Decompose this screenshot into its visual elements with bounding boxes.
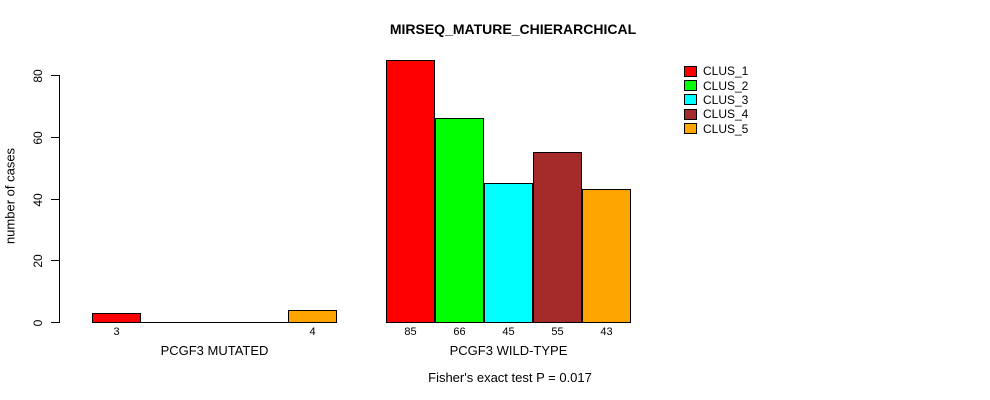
- y-axis-line: [59, 75, 60, 323]
- bar-value-label: 55: [551, 326, 564, 338]
- bar-clus_1: [92, 312, 141, 323]
- y-tick: [51, 137, 59, 138]
- bar-clus_3: [484, 183, 533, 323]
- bar-value-label: 66: [453, 326, 466, 338]
- legend-label: CLUS_3: [703, 92, 749, 107]
- bar-clus_5: [582, 189, 631, 323]
- legend-swatch-clus_2: [684, 80, 697, 92]
- y-tick-label: 40: [31, 192, 45, 207]
- y-tick: [51, 75, 59, 76]
- chart-title: MIRSEQ_MATURE_CHIERARCHICAL: [389, 21, 637, 37]
- y-tick-label: 60: [31, 130, 45, 145]
- legend-swatch-clus_5: [684, 123, 697, 135]
- bar-clus_5: [288, 309, 337, 323]
- legend-label: CLUS_4: [703, 107, 749, 122]
- legend-item: CLUS_2: [684, 78, 749, 93]
- legend-item: CLUS_3: [684, 93, 748, 107]
- legend-swatch-clus_3: [684, 94, 697, 106]
- bar-clus_2: [435, 118, 484, 323]
- legend-label: CLUS_2: [703, 78, 749, 93]
- legend: CLUS_1 CLUS_2 CLUS_3 CLUS_4 CLUS_5: [684, 64, 748, 136]
- legend-label: CLUS_5: [703, 121, 749, 136]
- stat-annotation: Fisher's exact test P = 0.017: [428, 370, 592, 385]
- y-tick-label: 20: [31, 253, 45, 268]
- bar-value-label: 43: [600, 326, 613, 338]
- legend-item: CLUS_5: [684, 122, 748, 136]
- y-tick-label: 80: [31, 68, 45, 83]
- bar-clus_1: [386, 59, 435, 323]
- bar-value-label: 45: [502, 326, 515, 338]
- bar-value-label: 3: [113, 326, 120, 338]
- y-axis-label: number of cases: [2, 147, 18, 245]
- bar-value-label: 85: [404, 326, 417, 338]
- y-tick: [51, 260, 59, 261]
- legend-label: CLUS_1: [703, 64, 749, 79]
- x-group-label-mutated: PCGF3 MUTATED: [160, 343, 269, 358]
- y-tick: [51, 199, 59, 200]
- legend-item: CLUS_4: [684, 107, 748, 121]
- bar-clus_4: [533, 152, 582, 323]
- bar-value-label: 4: [309, 326, 316, 338]
- x-group-label-wildtype: PCGF3 WILD-TYPE: [449, 343, 568, 358]
- legend-swatch-clus_4: [684, 108, 697, 120]
- y-tick: [51, 322, 59, 323]
- group-baseline: [92, 322, 337, 323]
- legend-swatch-clus_1: [684, 65, 697, 77]
- y-tick-label: 0: [31, 319, 45, 326]
- legend-item: CLUS_1: [684, 64, 748, 78]
